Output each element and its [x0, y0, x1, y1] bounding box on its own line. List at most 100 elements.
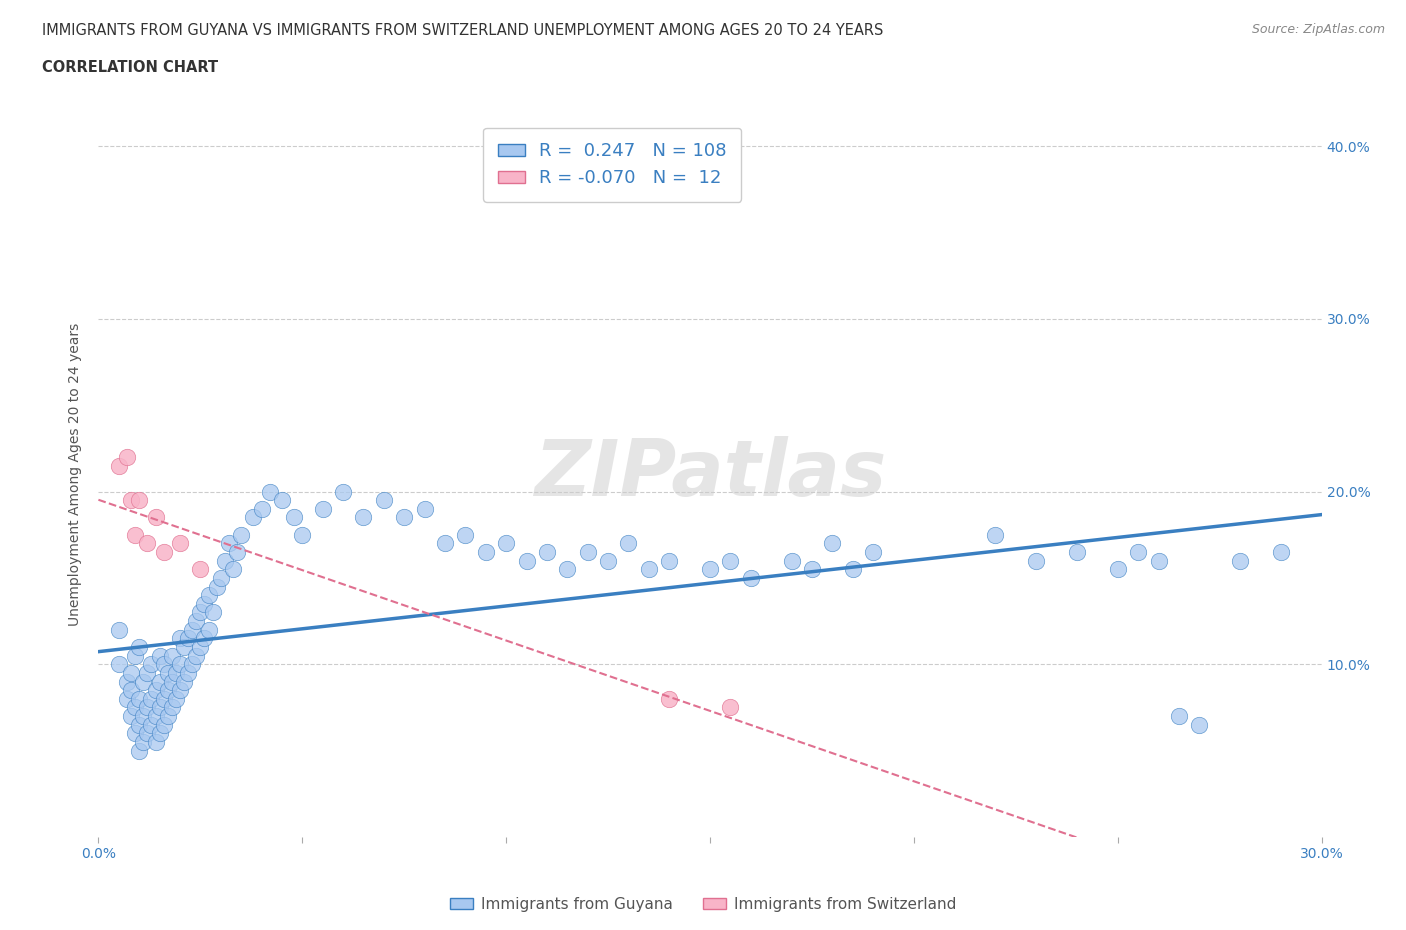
Point — [226, 545, 249, 560]
Legend: R =  0.247   N = 108, R = -0.070   N =  12: R = 0.247 N = 108, R = -0.070 N = 12 — [484, 128, 741, 202]
Point — [120, 666, 142, 681]
Point — [720, 700, 742, 715]
Point — [291, 527, 314, 542]
Point — [270, 493, 294, 508]
Point — [1025, 553, 1047, 568]
Point — [128, 493, 150, 508]
Point — [149, 726, 172, 741]
Point — [638, 562, 661, 577]
Point — [740, 570, 762, 585]
Text: IMMIGRANTS FROM GUYANA VS IMMIGRANTS FROM SWITZERLAND UNEMPLOYMENT AMONG AGES 20: IMMIGRANTS FROM GUYANA VS IMMIGRANTS FRO… — [42, 23, 883, 38]
Point — [1167, 709, 1189, 724]
Point — [128, 717, 150, 732]
Point — [1107, 562, 1129, 577]
Point — [115, 691, 138, 706]
Point — [557, 562, 579, 577]
Point — [152, 691, 174, 706]
Point — [862, 545, 884, 560]
Point — [173, 640, 195, 655]
Point — [373, 493, 395, 508]
Point — [242, 510, 264, 525]
Point — [152, 717, 174, 732]
Point — [205, 579, 228, 594]
Point — [617, 536, 640, 551]
Point — [149, 648, 172, 663]
Point — [124, 726, 146, 741]
Point — [413, 501, 436, 516]
Point — [145, 709, 167, 724]
Point — [283, 510, 305, 525]
Point — [576, 545, 599, 560]
Point — [181, 622, 204, 637]
Point — [1270, 545, 1292, 560]
Point — [115, 449, 138, 464]
Point — [536, 545, 558, 560]
Point — [169, 657, 191, 671]
Point — [132, 735, 155, 750]
Point — [160, 648, 183, 663]
Point — [218, 536, 240, 551]
Point — [259, 485, 281, 499]
Point — [332, 485, 354, 499]
Point — [312, 501, 335, 516]
Point — [186, 648, 208, 663]
Point — [120, 493, 142, 508]
Point — [152, 545, 174, 560]
Point — [145, 683, 167, 698]
Point — [214, 553, 236, 568]
Point — [156, 683, 179, 698]
Point — [108, 622, 131, 637]
Point — [841, 562, 863, 577]
Point — [160, 674, 183, 689]
Point — [231, 527, 253, 542]
Point — [1147, 553, 1170, 568]
Point — [699, 562, 721, 577]
Point — [516, 553, 538, 568]
Point — [352, 510, 374, 525]
Point — [128, 691, 150, 706]
Point — [132, 674, 155, 689]
Point — [821, 536, 844, 551]
Text: CORRELATION CHART: CORRELATION CHART — [42, 60, 218, 75]
Point — [108, 657, 131, 671]
Point — [474, 545, 498, 560]
Point — [120, 709, 142, 724]
Point — [780, 553, 803, 568]
Point — [658, 691, 681, 706]
Point — [136, 666, 159, 681]
Point — [454, 527, 477, 542]
Point — [598, 553, 620, 568]
Point — [136, 726, 159, 741]
Point — [145, 510, 167, 525]
Point — [136, 700, 159, 715]
Point — [169, 536, 191, 551]
Point — [145, 735, 167, 750]
Legend: Immigrants from Guyana, Immigrants from Switzerland: Immigrants from Guyana, Immigrants from … — [444, 891, 962, 918]
Point — [181, 657, 204, 671]
Point — [197, 622, 219, 637]
Point — [984, 527, 1007, 542]
Point — [173, 674, 195, 689]
Point — [209, 570, 232, 585]
Point — [108, 458, 131, 473]
Point — [1066, 545, 1088, 560]
Point — [434, 536, 457, 551]
Point — [128, 743, 150, 758]
Point — [222, 562, 245, 577]
Point — [197, 588, 219, 603]
Point — [124, 527, 146, 542]
Point — [141, 657, 163, 671]
Point — [115, 674, 138, 689]
Point — [193, 631, 215, 645]
Point — [392, 510, 416, 525]
Point — [177, 666, 200, 681]
Point — [156, 709, 179, 724]
Point — [193, 596, 215, 611]
Text: Source: ZipAtlas.com: Source: ZipAtlas.com — [1251, 23, 1385, 36]
Point — [165, 666, 187, 681]
Point — [801, 562, 824, 577]
Point — [1188, 717, 1211, 732]
Point — [1128, 545, 1150, 560]
Point — [658, 553, 681, 568]
Point — [188, 605, 212, 620]
